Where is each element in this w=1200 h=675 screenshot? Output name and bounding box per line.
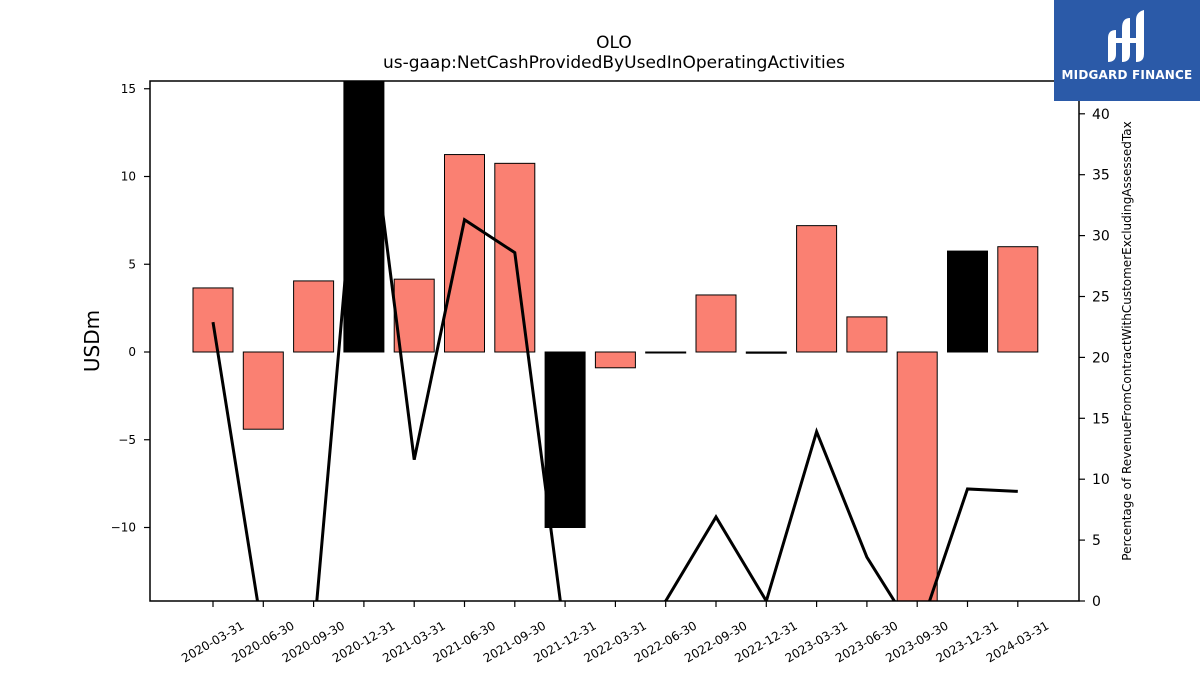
bar-2024-03-31 xyxy=(997,246,1039,353)
y-tick-label: 0 xyxy=(128,345,136,359)
bar-2022-12-31 xyxy=(745,351,787,354)
y2-tick-label: 25 xyxy=(1092,290,1110,306)
bar-2023-09-30 xyxy=(896,351,938,601)
line-series-layer xyxy=(211,81,1018,601)
bar-2020-09-30 xyxy=(293,280,335,353)
bar-2022-09-30 xyxy=(695,294,737,353)
bar-2022-06-30 xyxy=(645,351,687,354)
chart-subtitle: us-gaap:NetCashProvidedByUsedInOperating… xyxy=(382,53,846,73)
y-tick-label: 5 xyxy=(128,257,136,271)
x-axis: 2020-03-312020-06-302020-09-302020-12-31… xyxy=(179,601,1051,665)
plot-frame xyxy=(149,80,1080,602)
y2-tick-label: 5 xyxy=(1092,533,1101,549)
y-axis-right: 40 35 30 25 20 15 10 5 0 xyxy=(1079,107,1110,610)
logo-text: MIDGARD FINANCE xyxy=(1061,68,1193,82)
y2-tick-label: 40 xyxy=(1092,107,1110,123)
y-tick-label: 10 xyxy=(121,170,136,184)
bar-2021-12-31 xyxy=(544,351,586,528)
brand-logo: MIDGARD FINANCE xyxy=(1054,0,1200,101)
y-axis-label: USDm xyxy=(80,310,104,372)
y2-tick-label: 20 xyxy=(1092,350,1110,366)
chart-title: OLO xyxy=(596,33,632,53)
logo-mark-icon xyxy=(1108,10,1144,62)
y-tick-label: −5 xyxy=(118,433,136,447)
y-tick-label: −10 xyxy=(111,521,136,535)
bar-2023-12-31 xyxy=(947,250,988,353)
y2-tick-label: 35 xyxy=(1092,168,1110,184)
y2-tick-label: 10 xyxy=(1092,472,1110,488)
bar-2022-03-31 xyxy=(594,351,636,369)
bar-2020-06-30 xyxy=(242,351,284,430)
y2-tick-label: 0 xyxy=(1092,594,1101,610)
y-tick-label: 15 xyxy=(121,82,136,96)
bar-2023-06-30 xyxy=(846,316,888,353)
bar-series xyxy=(192,81,1039,601)
ratio-line xyxy=(211,81,1018,601)
bar-2023-03-31 xyxy=(796,225,838,353)
y-axis-left: 15 10 5 0 −5 −10 xyxy=(111,82,150,535)
bar-2021-03-31 xyxy=(393,278,435,353)
bar-2021-06-30 xyxy=(444,154,485,353)
bar-2020-03-31 xyxy=(192,287,234,353)
y2-axis-label: Percentage of RevenueFromContractWithCus… xyxy=(1120,121,1134,560)
y2-tick-label: 15 xyxy=(1092,411,1110,427)
y2-tick-label: 30 xyxy=(1092,229,1110,245)
